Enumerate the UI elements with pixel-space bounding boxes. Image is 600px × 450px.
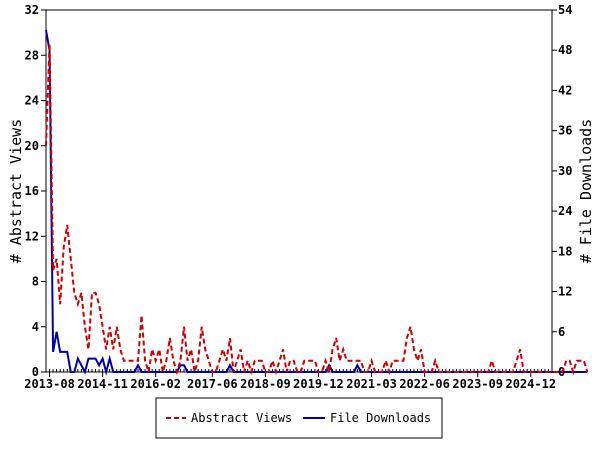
right-tick-label: 54: [558, 3, 572, 17]
left-tick-label: 20: [25, 139, 39, 153]
x-tick-label: 2022-06: [399, 377, 450, 391]
left-tick-label: 4: [32, 320, 39, 334]
x-tick-label: 2019-12: [293, 377, 344, 391]
x-tick-label: 2016-02: [130, 377, 181, 391]
right-tick-label: 18: [558, 244, 572, 258]
right-tick-label: 42: [558, 83, 572, 97]
legend-label-file-downloads: File Downloads: [330, 411, 431, 425]
y-axis-title: # Abstract Views: [7, 119, 25, 264]
x-tick-label: 2024-12: [505, 377, 556, 391]
series-layer: [45, 29, 589, 376]
y2-axis-title: # File Downloads: [577, 119, 595, 264]
x-tick-label: 2018-09: [240, 377, 291, 391]
left-tick-label: 0: [32, 365, 39, 379]
right-tick-label: 24: [558, 204, 572, 218]
left-tick-label: 32: [25, 3, 39, 17]
x-tick-label: 2017-06: [187, 377, 238, 391]
legend: Abstract Views File Downloads: [155, 397, 443, 439]
left-tick-label: 24: [25, 94, 39, 108]
x-tick-label: 2021-03: [346, 377, 397, 391]
x-tick-label: 2014-11: [77, 377, 128, 391]
left-tick-label: 8: [32, 275, 39, 289]
right-tick-label: 36: [558, 124, 572, 138]
legend-box: [155, 397, 443, 439]
right-tick-label: 6: [558, 325, 565, 339]
left-axis-ticks: 0 4 8 12 16 20 24 28 32: [25, 3, 46, 379]
left-tick-label: 16: [25, 184, 39, 198]
series-line-abstract-views: [45, 43, 589, 376]
right-tick-label: 12: [558, 285, 572, 299]
left-tick-label: 12: [25, 229, 39, 243]
x-tick-label: 2023-09: [452, 377, 503, 391]
x-axis-ticks: 2013-08 2014-11 2016-02 2017-06 2018-09 2019-…: [24, 369, 556, 391]
legend-label-abstract-views: Abstract Views: [191, 411, 292, 425]
plot-area: [45, 9, 553, 373]
x-tick-label: 2013-08: [24, 377, 75, 391]
left-tick-label: 28: [25, 48, 39, 62]
right-tick-label: 48: [558, 43, 572, 57]
right-tick-label: 30: [558, 164, 572, 178]
